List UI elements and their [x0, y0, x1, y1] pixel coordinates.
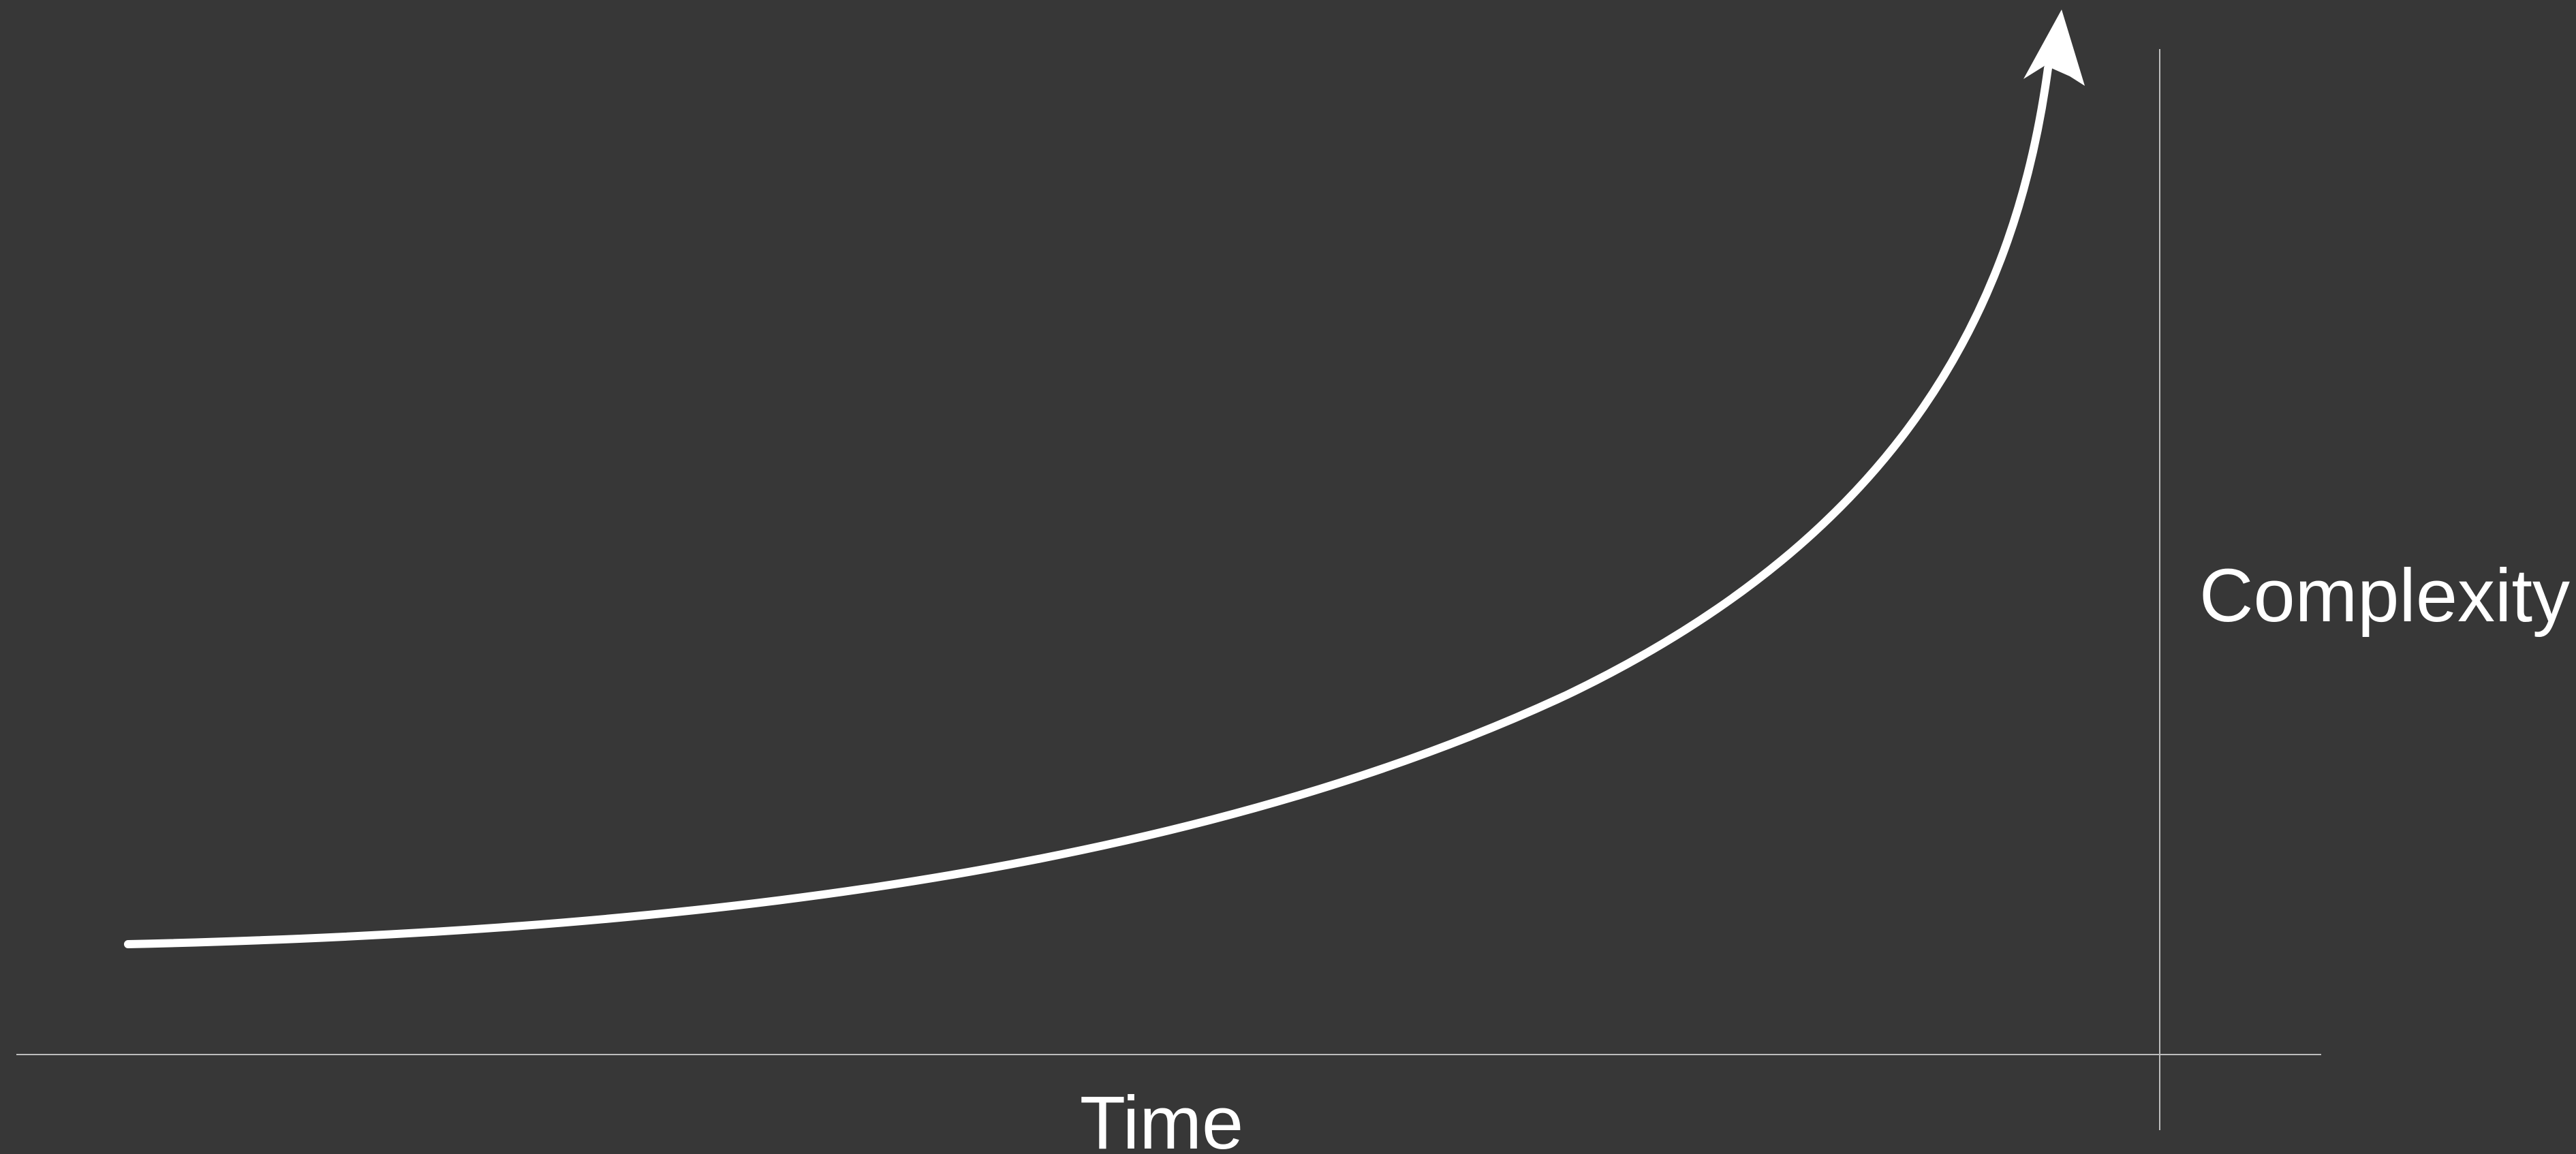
x-axis-label: Time	[1080, 1081, 1243, 1154]
growth-curve	[124, 64, 2052, 948]
arrow-head	[2023, 10, 2085, 86]
y-axis-label: Complexity	[2199, 554, 2570, 638]
